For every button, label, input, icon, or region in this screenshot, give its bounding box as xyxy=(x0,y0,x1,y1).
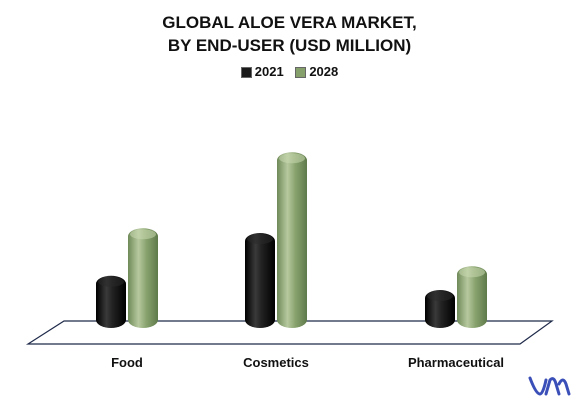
bar-2028-cosmetics xyxy=(277,152,307,328)
bar-body xyxy=(457,266,487,328)
x-tick-label-cosmetics: Cosmetics xyxy=(243,355,309,370)
chart-title-line2: BY END-USER (USD MILLION) xyxy=(167,36,412,55)
legend: 2021 2028 xyxy=(0,64,579,79)
x-tick-label-pharmaceutical: Pharmaceutical xyxy=(408,355,504,370)
legend-item-2028: 2028 xyxy=(295,64,338,79)
bar-body xyxy=(245,233,275,328)
bar-2028-food xyxy=(128,228,158,328)
bar-2021-food xyxy=(96,275,126,328)
legend-item-2021: 2021 xyxy=(240,64,284,79)
legend-swatch-2021 xyxy=(240,67,252,79)
legend-swatch-2028 xyxy=(295,67,307,79)
bar-cap xyxy=(279,153,305,164)
bar-2028-pharmaceutical xyxy=(457,266,487,328)
bar-2021-pharmaceutical xyxy=(425,290,455,328)
bar-cap xyxy=(98,276,124,287)
x-tick-label-food: Food xyxy=(111,355,143,370)
bar-cap xyxy=(459,267,485,278)
bar-cap xyxy=(427,291,453,301)
bar-cap xyxy=(130,229,156,240)
bar-2021-cosmetics xyxy=(245,233,275,328)
legend-label-2021: 2021 xyxy=(254,64,284,79)
bar-body xyxy=(96,275,126,328)
chart-title-line1: GLOBAL ALOE VERA MARKET, xyxy=(162,13,417,32)
bar-body xyxy=(128,228,158,328)
brand-logo-icon xyxy=(528,376,571,396)
chart-floor xyxy=(25,320,554,345)
bar-body xyxy=(277,152,307,328)
bar-cap xyxy=(247,234,273,244)
legend-label-2028: 2028 xyxy=(309,64,339,79)
